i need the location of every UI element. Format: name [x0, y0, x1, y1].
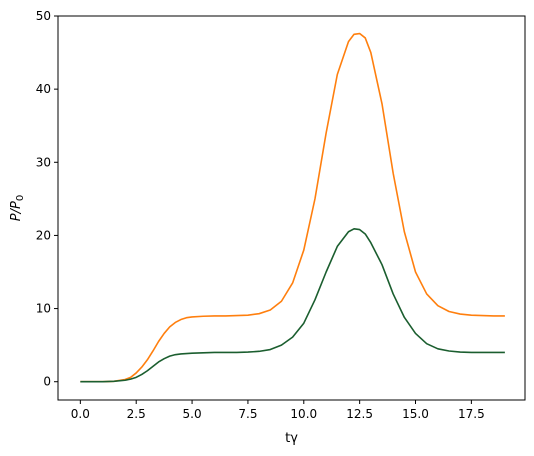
x-tick-label: 15.0 — [402, 407, 429, 421]
x-tick-label: 17.5 — [458, 407, 485, 421]
x-tick-label: 5.0 — [183, 407, 202, 421]
x-tick-label: 10.0 — [290, 407, 317, 421]
x-tick-label: 2.5 — [127, 407, 146, 421]
y-axis-label-subscript: 0 — [15, 195, 26, 201]
plot-area — [80, 32, 505, 383]
x-tick-label: 12.5 — [346, 407, 373, 421]
y-tick-label: 20 — [36, 228, 51, 242]
y-tick-label: 40 — [36, 82, 51, 96]
series-line-2 — [80, 228, 505, 383]
x-axis-label: tγ — [285, 431, 298, 446]
x-tick-label: 0.0 — [71, 407, 90, 421]
series-line-1 — [80, 32, 505, 383]
y-tick-label: 0 — [43, 375, 51, 389]
x-tick-label: 7.5 — [238, 407, 257, 421]
plot-frame — [57, 15, 526, 401]
y-tick-label: 10 — [36, 302, 51, 316]
y-axis-ticks: 0 10 20 30 40 50 — [36, 9, 58, 389]
y-tick-label: 50 — [36, 9, 51, 23]
y-axis-label-base: P/P — [9, 201, 24, 221]
y-tick-label: 30 — [36, 155, 51, 169]
x-axis-ticks: 0.0 2.5 5.0 7.5 10.0 12.5 15.0 17.5 — [71, 400, 485, 421]
y-axis-label: P/P0 — [9, 195, 26, 221]
